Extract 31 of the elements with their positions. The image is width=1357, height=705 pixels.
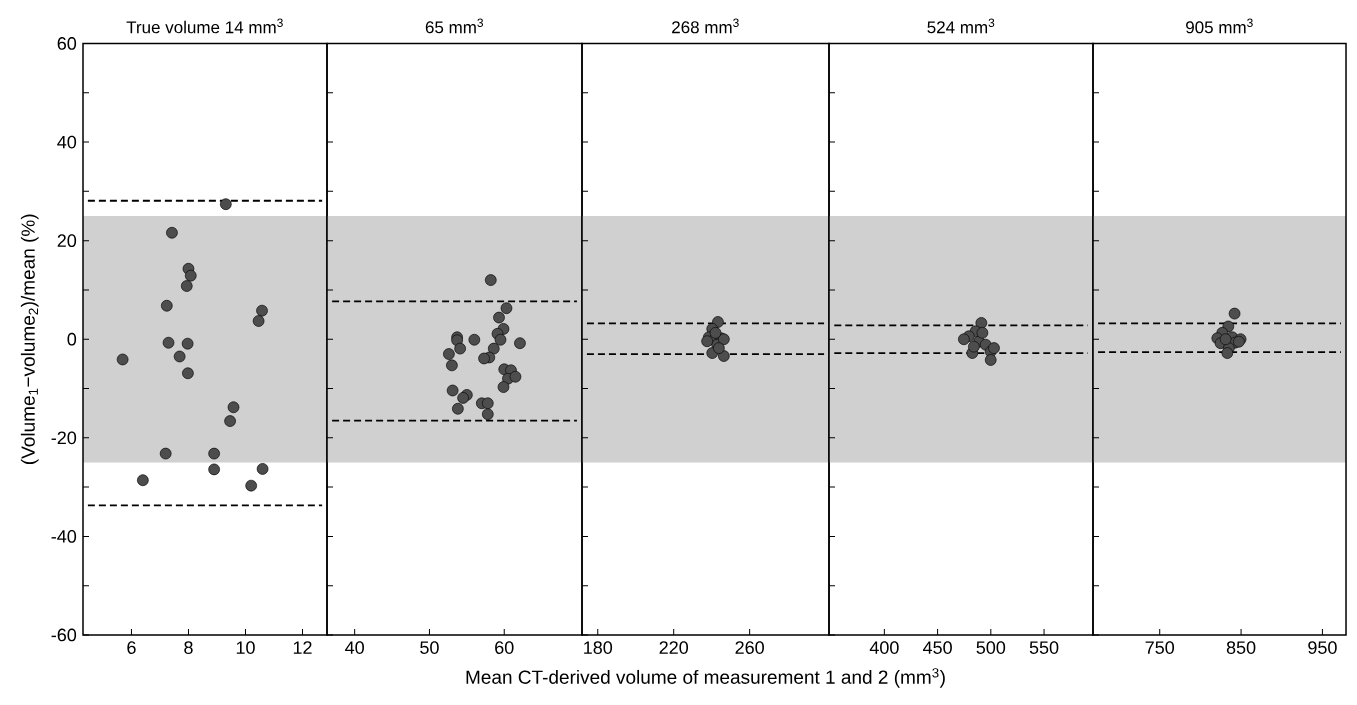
y-tick-label: 40: [57, 135, 77, 149]
y-axis-title: (Volume$_{1}$−volume$_{2}$)/mean (%): [20, 214, 39, 464]
x-tick-label: 220: [659, 641, 689, 654]
x-tick-label: 8: [184, 641, 193, 654]
y-tick-label: -40: [51, 530, 77, 543]
x-tick-label: 50: [420, 641, 439, 654]
x-tick-label: 500: [976, 641, 1006, 654]
x-axis-title: Mean CT-derived volume of measurement 1 and 2 (mm$^{3}$): [466, 668, 945, 688]
y-tick-label: 60: [57, 37, 77, 50]
x-tick-label: 950: [1308, 641, 1337, 654]
chart-title: 65 mm$^{3}$: [425, 18, 484, 34]
x-tick-label: 180: [584, 641, 613, 654]
chart-title: True volume 14 mm$^{3}$: [126, 18, 283, 34]
x-tick-label: 450: [922, 641, 952, 654]
x-tick-label: 40: [345, 641, 364, 654]
x-tick-label: 550: [1029, 641, 1059, 654]
y-tick-label: -20: [51, 431, 77, 445]
x-tick-label: 850: [1226, 641, 1256, 654]
chart-title: 268 mm$^{3}$: [672, 18, 739, 34]
y-tick-label: -60: [51, 628, 77, 642]
x-tick-label: 10: [236, 641, 255, 654]
chart-title: 905 mm$^{3}$: [1186, 18, 1253, 34]
x-tick-label: 260: [735, 641, 764, 654]
y-tick-label: 0: [67, 332, 77, 346]
x-tick-label: 6: [127, 641, 136, 654]
x-tick-label: 400: [869, 641, 899, 654]
x-tick-label: 60: [495, 641, 514, 654]
chart-title: 524 mm$^{3}$: [927, 18, 995, 34]
x-tick-label: 750: [1145, 641, 1175, 654]
y-tick-label: 20: [57, 234, 77, 248]
x-tick-label: 12: [293, 641, 312, 654]
